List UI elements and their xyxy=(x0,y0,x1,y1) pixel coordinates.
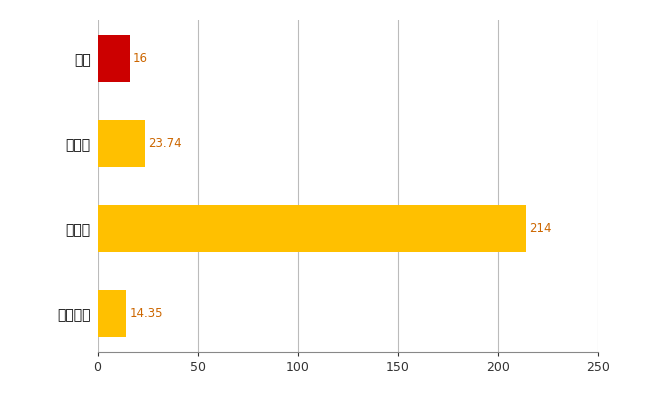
Bar xyxy=(98,120,145,167)
Text: 214: 214 xyxy=(529,222,551,235)
Bar xyxy=(98,205,526,252)
Text: 23.74: 23.74 xyxy=(148,137,181,150)
Bar xyxy=(98,35,129,82)
Text: 14.35: 14.35 xyxy=(129,307,162,320)
Text: 16: 16 xyxy=(133,52,148,65)
Bar xyxy=(98,290,126,337)
